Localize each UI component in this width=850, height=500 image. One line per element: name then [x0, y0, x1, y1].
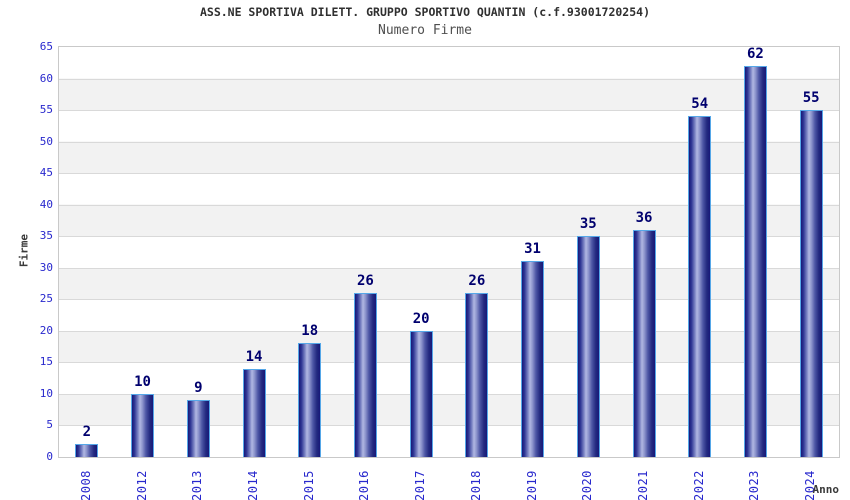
bar-2016 [353, 293, 377, 457]
bar-value-label: 2 [82, 424, 92, 441]
gridline [59, 236, 839, 238]
x-tick-label: 2021 [636, 470, 650, 500]
bar-value-label: 20 [412, 310, 430, 327]
gridline [59, 78, 839, 80]
bar-2012 [131, 393, 155, 457]
x-axis-title: Anno [812, 483, 840, 496]
bar-2018 [465, 293, 489, 457]
bar-2020 [576, 236, 600, 457]
gridline [59, 267, 839, 269]
bar-2013 [186, 400, 210, 457]
y-tick-label: 0 [46, 450, 53, 463]
y-tick-label: 35 [39, 229, 53, 243]
x-tick-label: 2012 [134, 470, 149, 500]
gridline [59, 393, 839, 395]
x-tick-label: 2019 [524, 470, 539, 500]
gridline [59, 299, 839, 301]
gridline [59, 204, 839, 206]
gridline [59, 141, 839, 143]
x-tick-label: 2016 [357, 470, 372, 500]
bar-2014 [242, 368, 266, 457]
y-tick-label: 5 [46, 418, 53, 432]
x-tick-label: 2020 [580, 470, 595, 500]
y-tick-label: 40 [39, 197, 53, 211]
bar-2021 [632, 229, 656, 457]
x-tick-label: 2017 [413, 470, 428, 500]
x-tick-label: 2015 [301, 470, 316, 500]
x-tick-label: 2022 [691, 470, 706, 500]
bar-value-label: 9 [194, 380, 203, 397]
bar-2023 [743, 65, 767, 457]
y-tick-label: 45 [39, 166, 53, 180]
bar-value-label: 54 [691, 96, 709, 113]
y-tick-label: 15 [39, 355, 53, 369]
bar-value-label: 55 [802, 90, 820, 107]
x-tick-label: 2008 [78, 470, 93, 500]
x-tick-label: 2023 [747, 470, 762, 500]
y-tick-label: 10 [39, 386, 53, 400]
bar-value-label: 26 [356, 273, 374, 289]
x-tick-label: 2014 [246, 470, 260, 500]
y-tick-label: 25 [39, 292, 53, 306]
bar-value-label: 36 [635, 209, 653, 226]
bar-value-label: 14 [245, 348, 263, 365]
bar-2022 [688, 116, 712, 457]
gridline [59, 362, 839, 364]
y-axis-title: Firme [17, 233, 31, 268]
y-tick-label: 50 [39, 134, 53, 148]
chart-subtitle: Numero Firme [378, 23, 472, 38]
x-tick-label: 2018 [468, 470, 483, 500]
gridline [59, 330, 839, 332]
bar-2019 [521, 261, 545, 457]
bar-value-label: 62 [746, 45, 764, 62]
y-tick-label: 55 [39, 103, 53, 117]
bar-2008 [75, 444, 99, 457]
bar-2017 [409, 330, 433, 457]
gridline [59, 110, 839, 112]
y-tick-label: 30 [39, 260, 53, 274]
gridline [59, 173, 839, 175]
y-tick-label: 20 [39, 323, 53, 337]
bar-value-label: 26 [468, 273, 486, 289]
y-tick-label: 65 [39, 40, 53, 53]
bar-value-label: 10 [134, 373, 151, 390]
plot-area: 2 10 9 14 18 26 20 26 31 35 36 54 62 55 [58, 46, 840, 458]
x-tick-label: 2013 [190, 470, 205, 500]
bar-value-label: 18 [301, 323, 319, 340]
bar-2024 [799, 110, 823, 457]
y-tick-label: 60 [39, 71, 53, 85]
bar-value-label: 35 [579, 216, 597, 233]
bar-2015 [298, 343, 322, 457]
chart-title: ASS.NE SPORTIVA DILETT. GRUPPO SPORTIVO … [199, 5, 651, 19]
gridline [59, 425, 839, 427]
bar-value-label: 31 [524, 241, 541, 258]
